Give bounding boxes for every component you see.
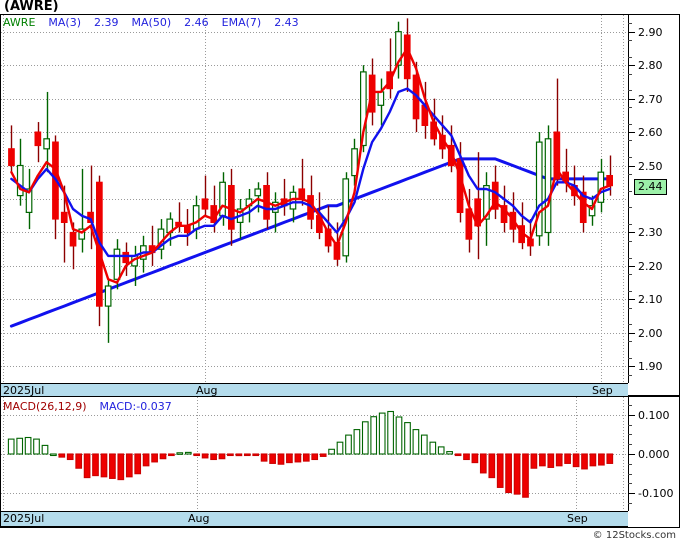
macd-axis-minor-tick [628,444,632,445]
price-axis-label: 2.60 [638,126,663,139]
price-axis-tick [628,166,635,167]
price-date-label: 2025Jul [3,384,45,397]
price-axis-tick [628,132,635,133]
price-axis-minor-tick [628,124,632,125]
price-axis-minor-tick [628,174,632,175]
macd-axis-tick [628,415,635,416]
macd-histogram-svg [1,397,628,511]
price-axis-minor-tick [628,375,632,376]
macd-axis-label: 0.100 [638,409,670,422]
price-axis-tick [628,99,635,100]
price-axis-label: 2.90 [638,26,663,39]
price-axis-tick [628,366,635,367]
macd-plot-area[interactable] [1,397,628,511]
price-axis-minor-tick [628,140,632,141]
macd-axis-minor-tick [628,464,632,465]
macd-axis-label: -0.100 [638,487,674,500]
price-axis-tick [628,266,635,267]
price-axis-label: 2.70 [638,93,663,106]
price-axis-tick [628,65,635,66]
price-axis-minor-tick [628,74,632,75]
price-axis-label: 2.00 [638,327,663,340]
price-axis-label: 2.10 [638,293,663,306]
legend-symbol: AWRE [3,16,36,29]
price-axis-minor-tick [628,157,632,158]
price-axis-minor-tick [628,358,632,359]
macd-date-label: 2025Jul [3,512,45,525]
price-candlestick-svg [1,15,628,383]
price-axis-minor-tick [628,23,632,24]
price-axis-minor-tick [628,308,632,309]
price-axis-minor-tick [628,90,632,91]
price-date-label: Sep [592,384,613,397]
price-axis-line [628,15,629,383]
macd-axis-minor-tick [628,474,632,475]
macd-axis-label: 0.000 [638,448,670,461]
price-axis-minor-tick [628,258,632,259]
price-axis-minor-tick [628,241,632,242]
price-axis-minor-tick [628,274,632,275]
price-axis-tick [628,299,635,300]
price-axis-label: 2.30 [638,226,663,239]
price-axis-minor-tick [628,291,632,292]
price-legend: AWRE MA(3) 2.39 MA(50) 2.46 EMA(7) 2.43 [3,17,299,29]
macd-date-axis: 2025JulAugSepOct [1,511,628,527]
macd-axis-minor-tick [628,503,632,504]
price-axis-minor-tick [628,207,632,208]
copyright-notice: © 12Stocks.com [592,530,676,541]
macd-axis-minor-tick [628,425,632,426]
price-date-label: Aug [196,384,218,397]
macd-axis-minor-tick [628,434,632,435]
legend-ma3-label: MA(3) [48,16,82,29]
macd-axis-tick [628,454,635,455]
legend-ma3-value: 2.39 [94,16,119,29]
price-axis-minor-tick [628,191,632,192]
price-axis-minor-tick [628,57,632,58]
price-axis-label: 2.80 [638,59,663,72]
price-axis-tick [628,333,635,334]
price-axis-label: 2.50 [638,160,663,173]
macd-title: MACD(26,12,9) [3,400,87,413]
legend-ema7-value: 2.43 [274,16,299,29]
price-axis-minor-tick [628,107,632,108]
price-axis-tick [628,32,635,33]
price-plot-area[interactable] [1,15,628,383]
macd-date-label: Aug [188,512,210,525]
price-axis-label: 2.20 [638,260,663,273]
price-axis-minor-tick [628,224,632,225]
macd-axis-minor-tick [628,405,632,406]
page-title: (AWRE) [4,0,59,14]
macd-axis-minor-tick [628,483,632,484]
legend-ma50-value: 2.46 [184,16,209,29]
macd-legend: MACD(26,12,9) MACD:-0.037 [3,401,172,413]
macd-date-label: Sep [567,512,588,525]
price-axis-minor-tick [628,324,632,325]
price-axis-minor-tick [628,40,632,41]
price-axis-tick [628,232,635,233]
macd-value: MACD:-0.037 [99,400,172,413]
last-price-tag: 2.44 [634,179,667,195]
price-axis-label: 1.90 [638,360,663,373]
legend-ma50-label: MA(50) [131,16,172,29]
price-axis-minor-tick [628,341,632,342]
legend-ema7-label: EMA(7) [221,16,262,29]
macd-axis-tick [628,493,635,494]
